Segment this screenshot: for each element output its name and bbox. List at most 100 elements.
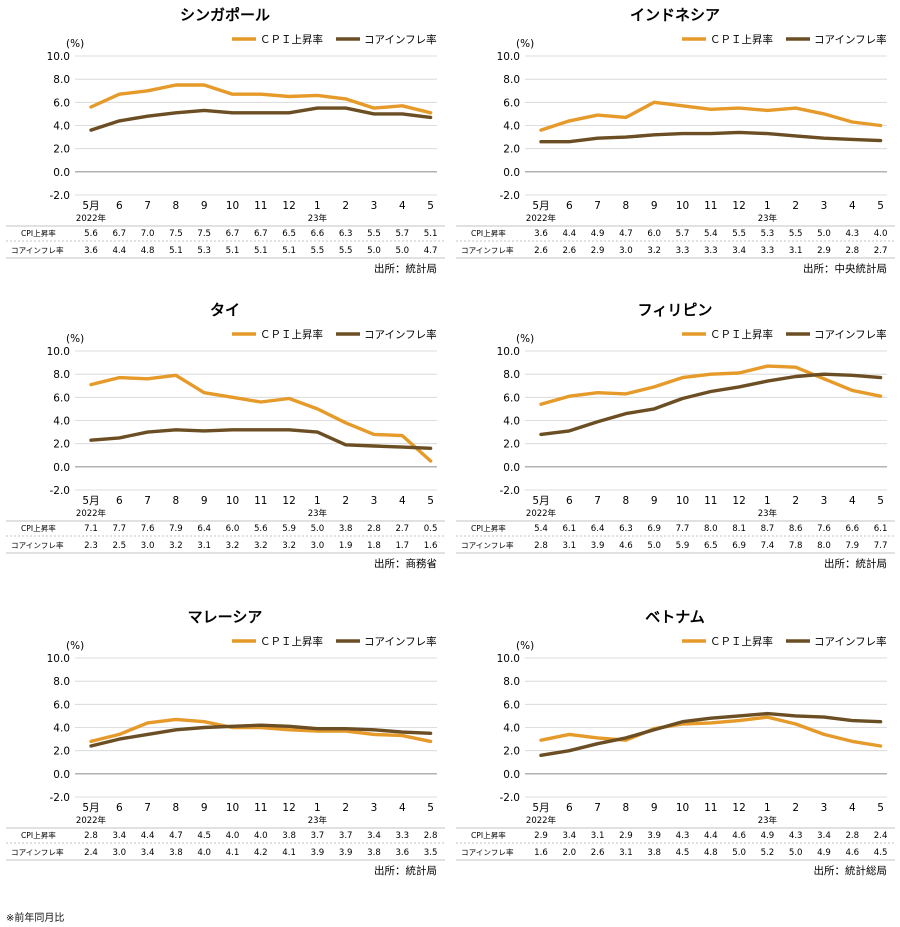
- x-tick-label: 2: [792, 495, 799, 507]
- table-value-cpi: 3.8: [282, 831, 296, 841]
- x-tick-label: 6: [116, 802, 123, 814]
- x-tick-label: 7: [144, 495, 151, 507]
- table-value-cpi: 3.7: [339, 831, 353, 841]
- table-value-core: 1.6: [424, 541, 438, 551]
- year-label: 2022年: [526, 213, 557, 224]
- legend-label-core: コアインフレ率: [814, 33, 887, 46]
- table-value-core: 3.8: [367, 848, 381, 858]
- table-value-core: 2.6: [562, 246, 576, 256]
- legend-label-cpi: ＣＰＩ上昇率: [710, 635, 773, 648]
- y-tick-label: -2.0: [500, 485, 521, 497]
- table-value-cpi: 4.4: [562, 229, 576, 239]
- year-label: 2022年: [526, 815, 557, 826]
- table-value-cpi: 4.9: [761, 831, 775, 841]
- x-tick-label: 2: [792, 802, 799, 814]
- y-tick-label: 2.0: [53, 746, 70, 758]
- y-tick-label: 0.0: [503, 462, 520, 474]
- table-row-label-core: コアインフレ率: [11, 540, 64, 550]
- table-value-cpi: 3.3: [395, 831, 409, 841]
- table-value-core: 1.7: [395, 541, 409, 551]
- table-value-cpi: 2.8: [424, 831, 438, 841]
- table-value-core: 3.8: [647, 848, 661, 858]
- table-value-cpi: 3.9: [647, 831, 661, 841]
- legend: ＣＰＩ上昇率 コアインフレ率: [232, 635, 437, 648]
- x-tick-label: 10: [226, 200, 239, 212]
- y-tick-label: 6.0: [503, 699, 520, 711]
- x-tick-label: 5月: [82, 802, 99, 814]
- source-label: 出所：統計局: [824, 557, 887, 570]
- x-tick-label: 5: [427, 200, 434, 212]
- legend-label-cpi: ＣＰＩ上昇率: [260, 328, 323, 341]
- x-tick-label: 5: [877, 802, 884, 814]
- legend-label-cpi: ＣＰＩ上昇率: [260, 33, 323, 46]
- table-value-cpi: 4.7: [619, 229, 633, 239]
- x-tick-label: 11: [254, 200, 267, 212]
- x-tick-label: 6: [116, 200, 123, 212]
- x-tick-label: 5月: [82, 200, 99, 212]
- y-tick-label: 6.0: [503, 97, 520, 109]
- source-label: 出所：統計局: [374, 864, 437, 877]
- table-value-core: 3.0: [619, 246, 633, 256]
- y-unit-label: (%): [516, 640, 534, 652]
- table-value-core: 4.8: [141, 246, 155, 256]
- x-tick-label: 5月: [82, 495, 99, 507]
- series-line-core: [539, 372, 883, 437]
- table-value-cpi: 6.0: [226, 524, 240, 534]
- table-value-core: 3.2: [254, 541, 268, 551]
- x-tick-label: 3: [371, 495, 378, 507]
- table-row-label-core: コアインフレ率: [11, 847, 64, 857]
- x-tick-label: 11: [704, 802, 717, 814]
- y-tick-label: 0.0: [53, 462, 70, 474]
- x-tick-label: 12: [282, 802, 295, 814]
- x-tick-label: 6: [116, 495, 123, 507]
- series-line-cpi: [89, 83, 433, 115]
- table-value-cpi: 2.8: [367, 524, 381, 534]
- table-value-cpi: 7.9: [169, 524, 183, 534]
- table-value-core: 1.8: [367, 541, 381, 551]
- chart-title: ベトナム: [645, 608, 705, 626]
- series-line-core: [539, 130, 883, 144]
- x-tick-label: 6: [566, 495, 573, 507]
- x-tick-label: 5: [877, 200, 884, 212]
- chart-title: シンガポール: [180, 6, 270, 24]
- y-unit-label: (%): [66, 640, 84, 652]
- table-value-cpi: 3.8: [339, 524, 353, 534]
- series-line-core: [89, 106, 433, 132]
- table-value-core: 8.0: [817, 541, 831, 551]
- table-value-cpi: 8.0: [704, 524, 718, 534]
- table-value-core: 3.0: [311, 541, 325, 551]
- legend-label-core: コアインフレ率: [364, 328, 437, 341]
- y-tick-label: 10.0: [47, 51, 70, 63]
- table-value-cpi: 6.6: [845, 524, 859, 534]
- table-value-core: 4.5: [874, 848, 888, 858]
- table-value-cpi: 3.7: [311, 831, 325, 841]
- table-value-core: 6.9: [732, 541, 746, 551]
- table-row-label-cpi: CPI上昇率: [21, 228, 56, 238]
- x-tick-label: 11: [704, 495, 717, 507]
- series-line-cpi: [539, 364, 883, 407]
- table-value-core: 2.6: [534, 246, 548, 256]
- table-value-cpi: 2.8: [845, 831, 859, 841]
- table-value-cpi: 4.3: [845, 229, 859, 239]
- table-row-label-core: コアインフレ率: [11, 245, 64, 255]
- year-label: 2022年: [76, 213, 107, 224]
- y-tick-label: 10.0: [497, 51, 520, 63]
- table-value-core: 3.2: [647, 246, 661, 256]
- x-tick-label: 1: [764, 802, 771, 814]
- y-tick-label: 6.0: [53, 392, 70, 404]
- table-row-label-core: コアインフレ率: [461, 540, 514, 550]
- x-tick-label: 4: [399, 200, 406, 212]
- chart-title: フィリピン: [638, 301, 713, 319]
- table-value-cpi: 4.5: [197, 831, 211, 841]
- source-label: 出所：統計総局: [814, 864, 888, 877]
- legend: ＣＰＩ上昇率 コアインフレ率: [682, 328, 887, 341]
- table-value-cpi: 6.0: [647, 229, 661, 239]
- x-tick-label: 1: [314, 495, 321, 507]
- legend-label-core: コアインフレ率: [814, 328, 887, 341]
- y-tick-label: 2.0: [53, 144, 70, 156]
- year-label: 23年: [308, 508, 328, 519]
